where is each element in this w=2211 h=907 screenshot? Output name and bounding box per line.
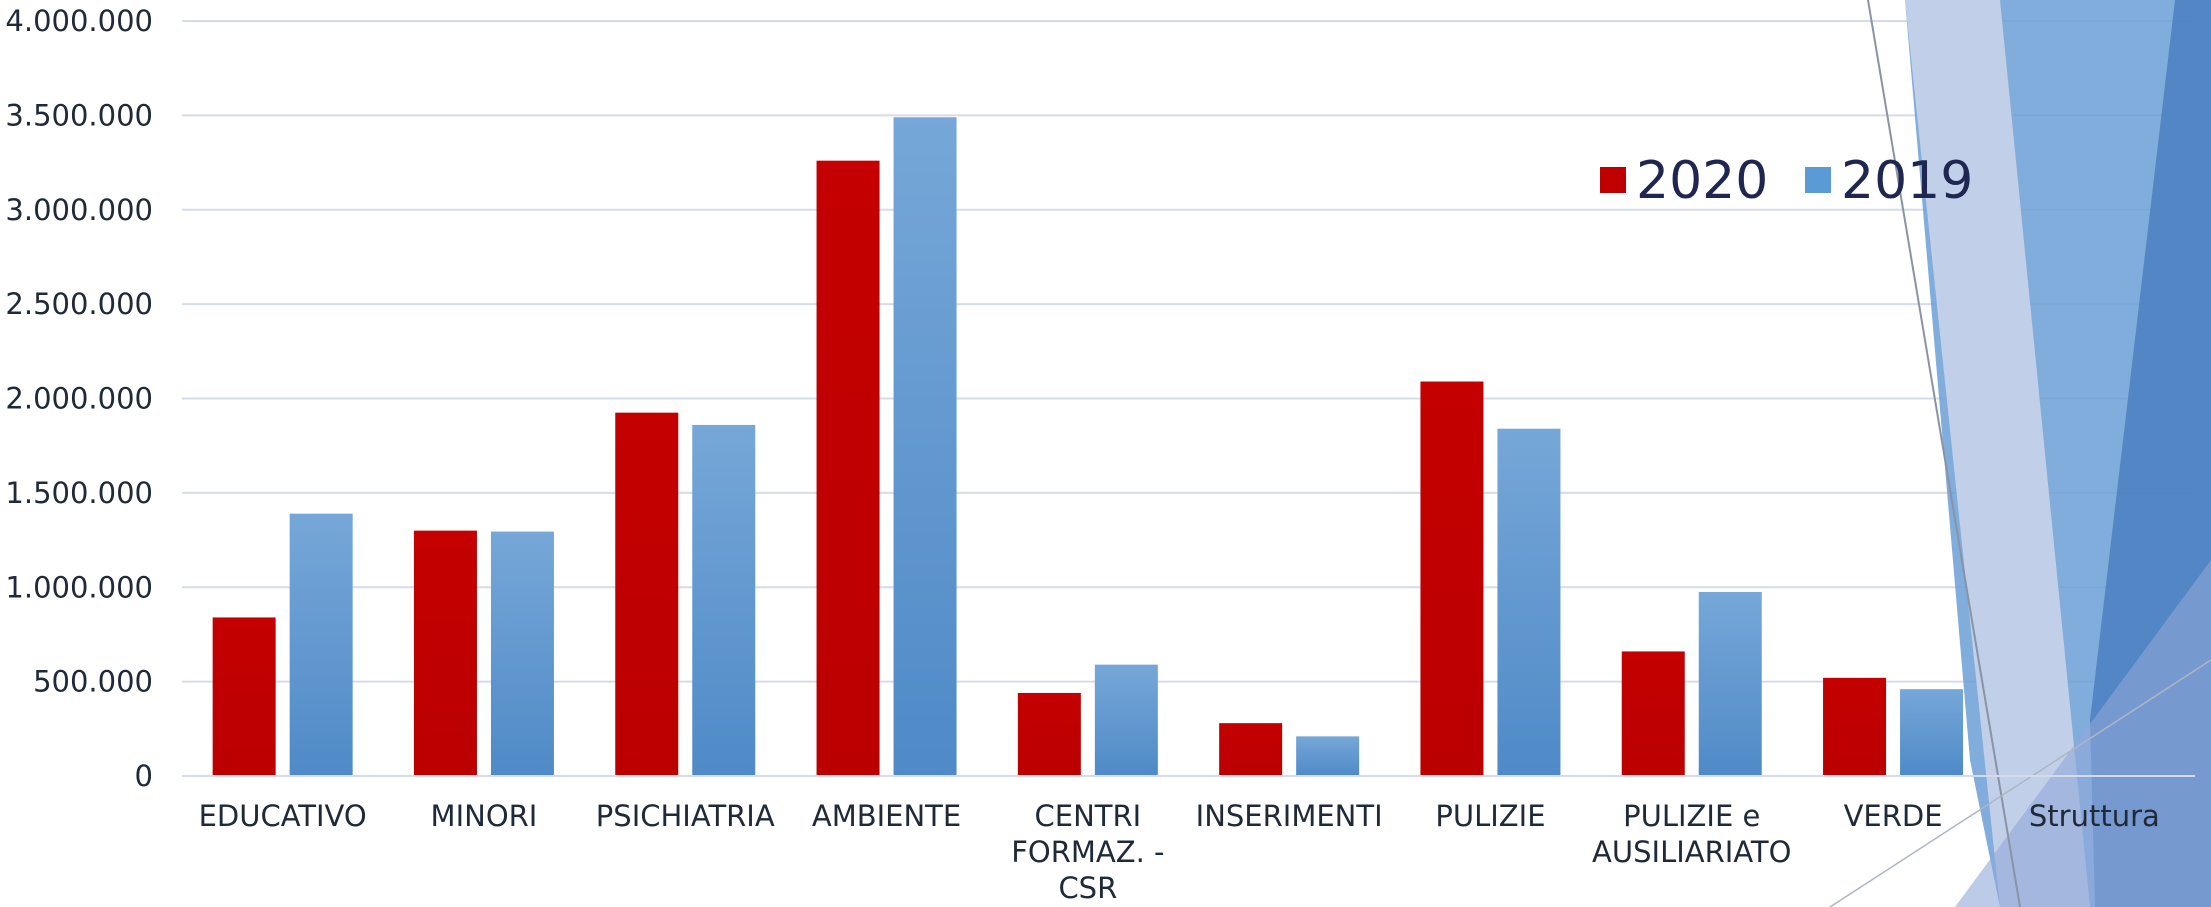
bar-2019-8 [1900, 689, 1964, 776]
x-tick-label: Struttura [2029, 799, 2160, 833]
bar-2019-3 [893, 117, 957, 776]
bar-2020-3 [816, 160, 880, 777]
decor-shape [1955, 560, 2211, 907]
x-tick-label: VERDE [1844, 799, 1943, 833]
y-tick-label: 4.000.000 [5, 4, 153, 38]
x-tick-label: PSICHIATRIA [596, 799, 775, 833]
bar-2019-6 [1497, 428, 1561, 776]
legend-swatch-2019 [1805, 167, 1831, 193]
bar-2020-4 [1017, 692, 1081, 776]
bar-2020-0 [212, 617, 276, 776]
y-tick-label: 0 [135, 759, 153, 793]
decorative-shapes [1829, 0, 2211, 907]
y-tick-label: 1.000.000 [5, 570, 153, 604]
x-tick-label: PULIZIE e AUSILIARIATO [1592, 799, 1791, 869]
decor-line [1867, 0, 2021, 907]
bar-2020-7 [1621, 651, 1685, 776]
gridlines [182, 20, 2195, 683]
decor-line [1829, 659, 2211, 907]
bar-2020-8 [1823, 677, 1887, 776]
decor-shape [1905, 0, 2090, 907]
axes: 0 500.000 1.000.000 1.500.000 2.000.000 2.500… [5, 4, 2195, 905]
x-tick-label: CENTRI FORMAZ. -CSR [1011, 799, 1164, 905]
bar-2019-4 [1094, 664, 1158, 776]
y-tick-label: 1.500.000 [5, 476, 153, 510]
y-tick-label: 2.000.000 [5, 382, 153, 416]
x-tick-label: EDUCATIVO [199, 799, 367, 833]
y-tick-label: 3.500.000 [5, 98, 153, 132]
legend: 2020 2019 [1600, 151, 1973, 211]
y-tick-label: 500.000 [33, 665, 153, 699]
bar-2019-0 [289, 513, 353, 776]
bar-2020-6 [1420, 381, 1484, 776]
bar-2019-2 [692, 424, 756, 776]
y-tick-label: 3.000.000 [5, 193, 153, 227]
bar-2020-5 [1219, 723, 1283, 776]
bars [212, 117, 1964, 777]
x-tick-label: PULIZIE [1435, 799, 1545, 833]
y-tick-label: 2.500.000 [5, 287, 153, 321]
bar-2020-1 [413, 530, 477, 776]
legend-swatch-2020 [1600, 167, 1626, 193]
bar-2019-7 [1698, 591, 1762, 776]
x-tick-label: MINORI [431, 799, 538, 833]
bar-2020-2 [615, 412, 679, 776]
bar-2019-1 [490, 531, 554, 776]
legend-label-2019: 2019 [1841, 151, 1973, 211]
x-tick-label: AMBIENTE [812, 799, 961, 833]
legend-label-2020: 2020 [1636, 151, 1768, 211]
x-tick-label: INSERIMENTI [1196, 799, 1383, 833]
bar-2019-5 [1296, 736, 1360, 776]
